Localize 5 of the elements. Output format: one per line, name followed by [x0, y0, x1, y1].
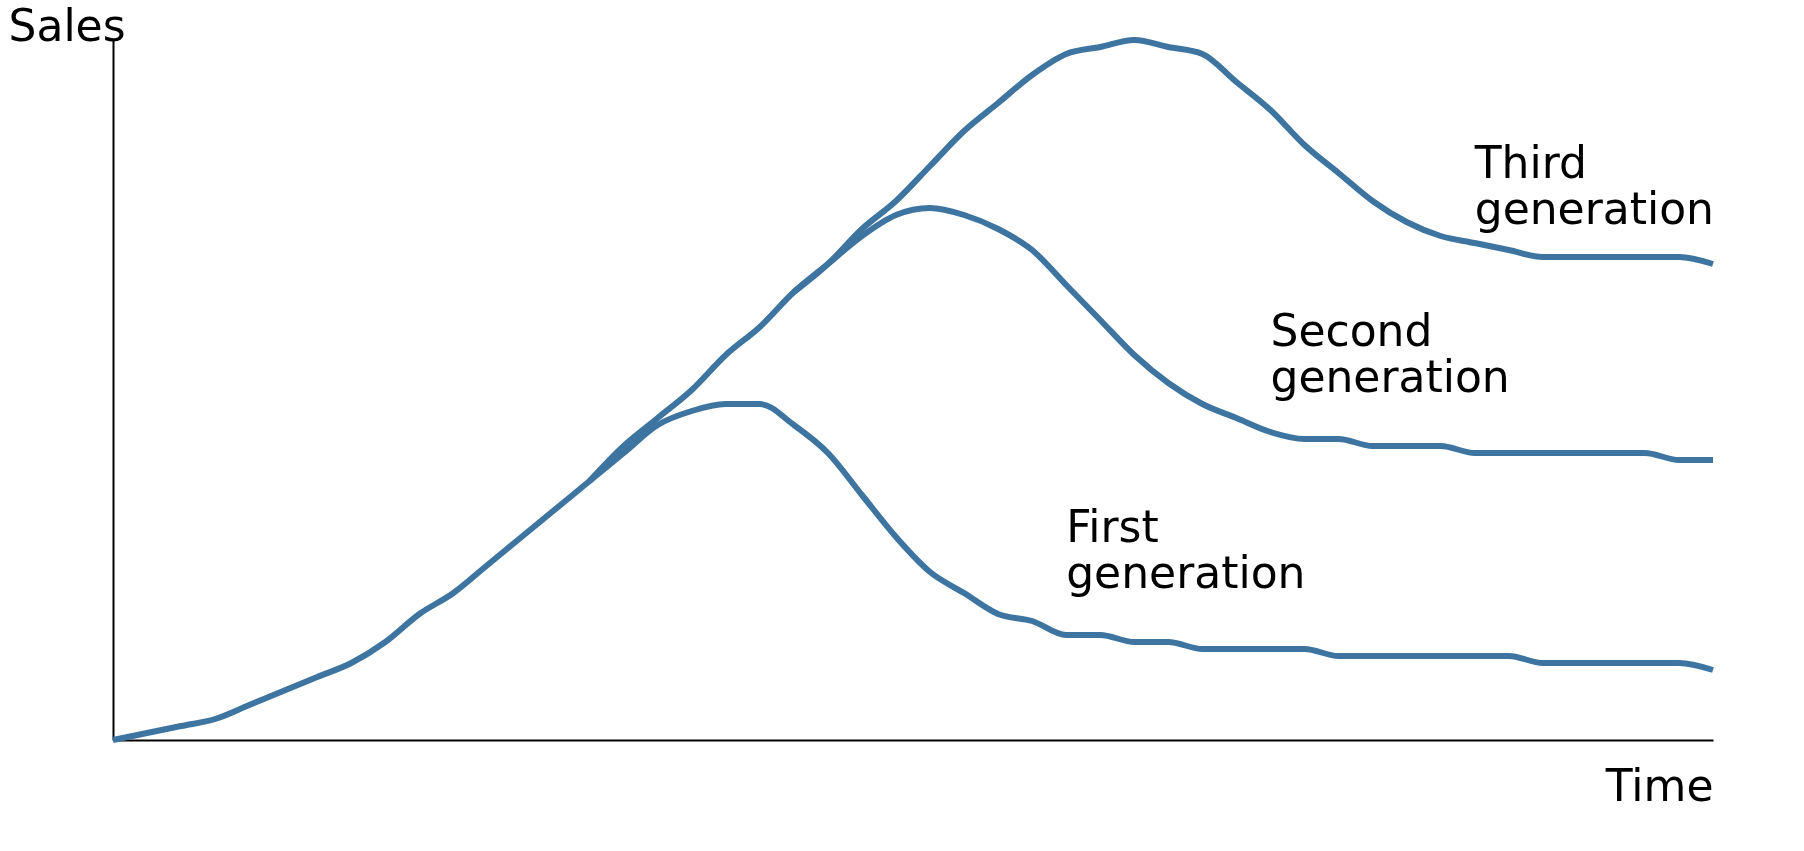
y-axis-title: Sales [8, 0, 126, 51]
series-label: Second generation [1270, 305, 1510, 402]
series-label: First generation [1066, 501, 1306, 598]
series-label: Third generation [1473, 137, 1714, 234]
x-axis-title: Time [1604, 759, 1714, 811]
